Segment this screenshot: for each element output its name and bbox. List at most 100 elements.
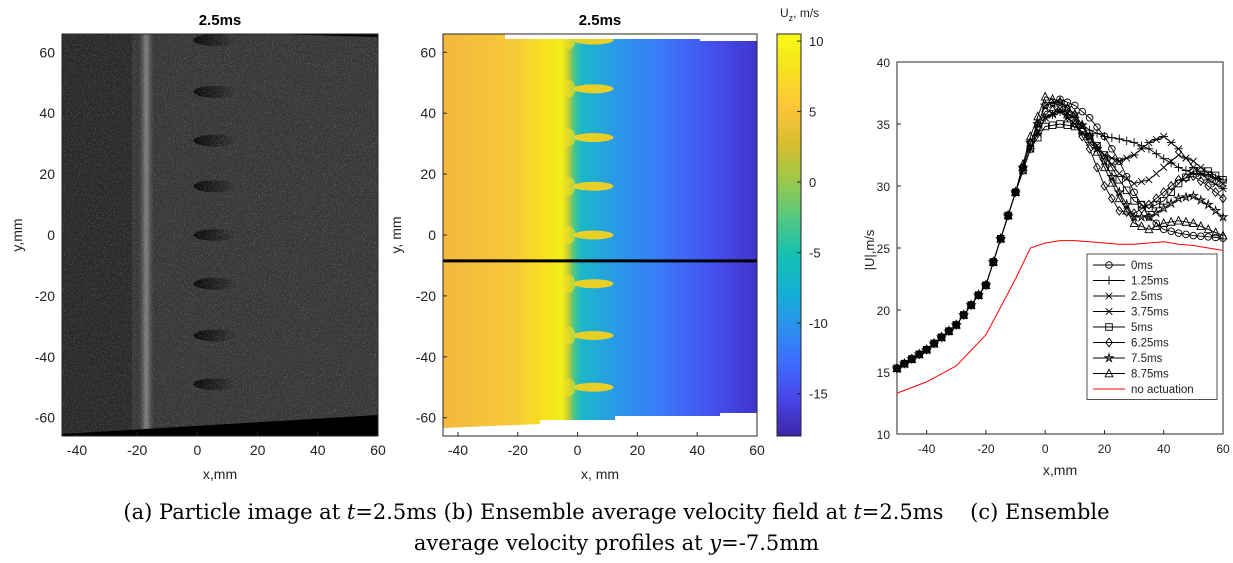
panel-c-marker — [1152, 169, 1160, 178]
panel-b-jet-root — [561, 79, 576, 98]
panel-a-xtick-label: 20 — [250, 442, 266, 458]
caption-c-var: y — [709, 531, 722, 555]
panel-a-ytick-label: -20 — [35, 288, 55, 304]
panel-c-marker — [1069, 108, 1081, 119]
panel-c-xtick-label: 60 — [1216, 442, 1230, 456]
panel-c-legend-label: 7.5ms — [1131, 353, 1163, 365]
panel-c-series — [891, 91, 1229, 394]
panel-c-marker — [906, 353, 918, 364]
colorbar-tick-label: -5 — [809, 246, 821, 261]
panel-c-marker — [1166, 138, 1176, 147]
panel-c-marker — [1219, 193, 1227, 204]
panel-b-xtick-label: 20 — [630, 442, 646, 458]
panel-c-marker — [1204, 167, 1212, 175]
panel-a-title: 2.5ms — [199, 12, 242, 29]
panel-b-xtick-label: 60 — [749, 442, 765, 458]
panel-a-bottom-mask — [62, 415, 378, 436]
panel-c-legend: 0ms 1.25ms 2.5ms 3.75ms 5ms 6.25ms 7.5ms 8.75ms… — [1086, 253, 1218, 400]
panel-c-marker — [1122, 136, 1131, 146]
panel-c-marker — [1092, 146, 1102, 156]
panel-c-marker — [1108, 145, 1116, 153]
panel-c-marker — [1181, 216, 1191, 226]
panel-c-marker — [957, 309, 970, 320]
panel-c-marker — [914, 349, 924, 359]
panel-c-marker — [1083, 130, 1096, 142]
panel-c-marker — [1056, 104, 1064, 115]
panel-c-marker — [1159, 132, 1169, 141]
panel-a-ytick-label: -40 — [35, 349, 55, 365]
panel-b-jet-root — [561, 378, 576, 397]
panel-c-marker — [1204, 180, 1213, 192]
panel-a-ytick-label: 0 — [47, 227, 55, 243]
panel-c-marker — [1078, 107, 1086, 116]
colorbar-tick-label: -10 — [809, 316, 828, 331]
panel-c-marker — [1025, 131, 1035, 141]
panel-c-marker — [1219, 176, 1227, 184]
panel-c-marker — [972, 289, 985, 300]
panel-c-series-line — [896, 96, 1224, 369]
panel-c-marker — [1196, 220, 1206, 231]
panel-c-marker — [1203, 176, 1213, 184]
panel-c-marker — [1203, 224, 1213, 234]
panel-c-velocity-profiles-chart: -40 -20 0 20 40 60 10 15 20 25 30 35 40 0ms 1.25ms 2.5… — [862, 56, 1230, 478]
panel-c-marker — [1077, 119, 1087, 129]
panel-c-marker — [1130, 179, 1138, 188]
panel-c-marker — [1091, 142, 1103, 154]
panel-c-marker — [959, 309, 969, 319]
panel-b-white-mask-top — [505, 34, 757, 41]
caption-b-var: t — [853, 500, 862, 524]
panel-c-ytick-label: 25 — [877, 242, 891, 256]
panel-c-marker — [951, 319, 961, 329]
panel-c-marker — [1009, 186, 1022, 198]
panel-b-ytick-label: -20 — [416, 288, 436, 304]
panel-c-marker — [1070, 118, 1079, 130]
panel-b-title: 2.5ms — [579, 12, 622, 29]
colorbar-tick-label: 0 — [809, 175, 816, 190]
panel-b-ytick-label: -40 — [416, 349, 436, 365]
panel-c-marker — [1048, 105, 1057, 116]
panel-b-ylabel: y, mm — [390, 216, 404, 253]
panel-c-marker — [1204, 233, 1212, 241]
caption-b-prefix: (b) Ensemble average velocity field at — [443, 500, 854, 524]
panel-b-xtick-label: 0 — [574, 442, 582, 458]
panel-c-marker — [1137, 178, 1146, 186]
panel-c-marker — [920, 343, 933, 355]
panel-c-marker — [1085, 143, 1094, 154]
panel-c-marker — [1105, 307, 1113, 316]
panel-a-xtick-label: 60 — [370, 442, 386, 458]
panel-c-marker — [1143, 211, 1155, 222]
panel-b-xtick-label: -20 — [508, 442, 528, 458]
panel-a-ytick-label: -60 — [35, 410, 55, 426]
panel-b-jet-root — [561, 177, 576, 196]
panel-c-marker — [1188, 217, 1198, 227]
panel-c-marker — [1114, 134, 1124, 144]
panel-c-marker — [922, 344, 932, 354]
panel-c-marker — [1167, 227, 1175, 236]
caption-c-line2-prefix: average velocity profiles at — [413, 531, 710, 555]
panel-c-marker — [1211, 187, 1220, 198]
colorbar-tick-label: 10 — [809, 34, 823, 49]
panel-a-xtick-label: 0 — [194, 442, 202, 458]
caption-b-suffix: =2.5ms — [861, 500, 944, 524]
panel-c-marker — [935, 331, 948, 343]
panel-c-marker — [1144, 144, 1154, 154]
panel-c-marker — [1150, 206, 1163, 218]
panel-c-marker — [1032, 117, 1044, 129]
panel-c-marker — [1063, 121, 1072, 129]
panel-c-marker — [1099, 162, 1109, 172]
panel-a-top-mask — [62, 34, 378, 37]
panel-c-marker — [898, 357, 911, 369]
panel-c-marker — [907, 353, 917, 363]
panel-c-marker — [1144, 224, 1154, 234]
panel-c-marker — [1174, 215, 1184, 225]
panel-c-marker — [980, 279, 992, 291]
panel-c-marker — [1115, 205, 1124, 216]
caption-a-var: t — [346, 500, 356, 524]
panel-c-marker — [1105, 261, 1113, 269]
panel-c-marker — [1040, 91, 1050, 101]
panel-b-jet — [573, 230, 614, 240]
panel-b-jet — [573, 181, 614, 191]
panel-c-marker — [1165, 197, 1177, 209]
panel-c-marker — [1211, 233, 1220, 242]
panel-c-marker — [1114, 157, 1124, 165]
